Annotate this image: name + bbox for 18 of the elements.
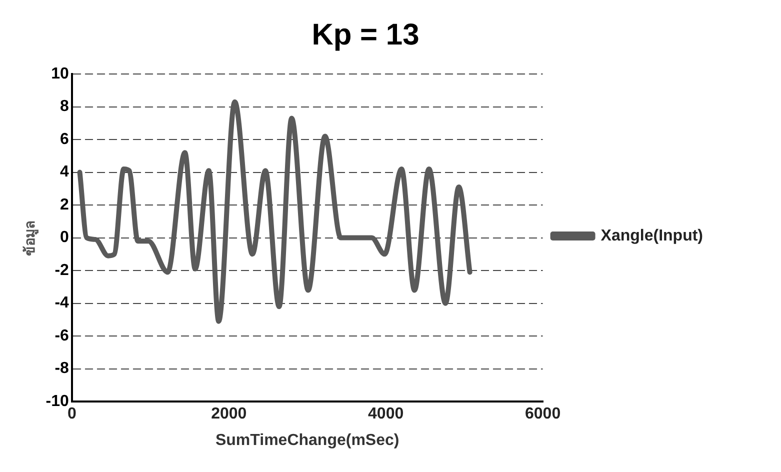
legend-label: Xangle(Input) bbox=[600, 227, 704, 244]
y-tick-label: 2 bbox=[60, 196, 70, 214]
y-tick-label: 8 bbox=[60, 98, 70, 116]
y-tick-label: -2 bbox=[54, 262, 70, 279]
y-tick-label: 0 bbox=[60, 229, 70, 246]
x-tick-label: 6000 bbox=[524, 406, 561, 423]
y-tick-label: -4 bbox=[54, 294, 70, 312]
y-tick-label: 10 bbox=[51, 65, 70, 82]
y-tick-label: 4 bbox=[60, 164, 70, 181]
x-tick-label: 4000 bbox=[368, 406, 404, 423]
chart-title: Kp = 13 bbox=[312, 18, 420, 52]
x-tick-label: 2000 bbox=[211, 406, 247, 423]
y-tick-label: -8 bbox=[54, 360, 70, 378]
y-tick-label: -6 bbox=[54, 327, 70, 344]
y-tick-label: -10 bbox=[46, 393, 70, 410]
y-axis-title: ข้อมูล bbox=[21, 220, 38, 256]
x-axis-title: SumTimeChange(mSec) bbox=[215, 432, 400, 449]
y-tick-label: 6 bbox=[60, 130, 70, 148]
